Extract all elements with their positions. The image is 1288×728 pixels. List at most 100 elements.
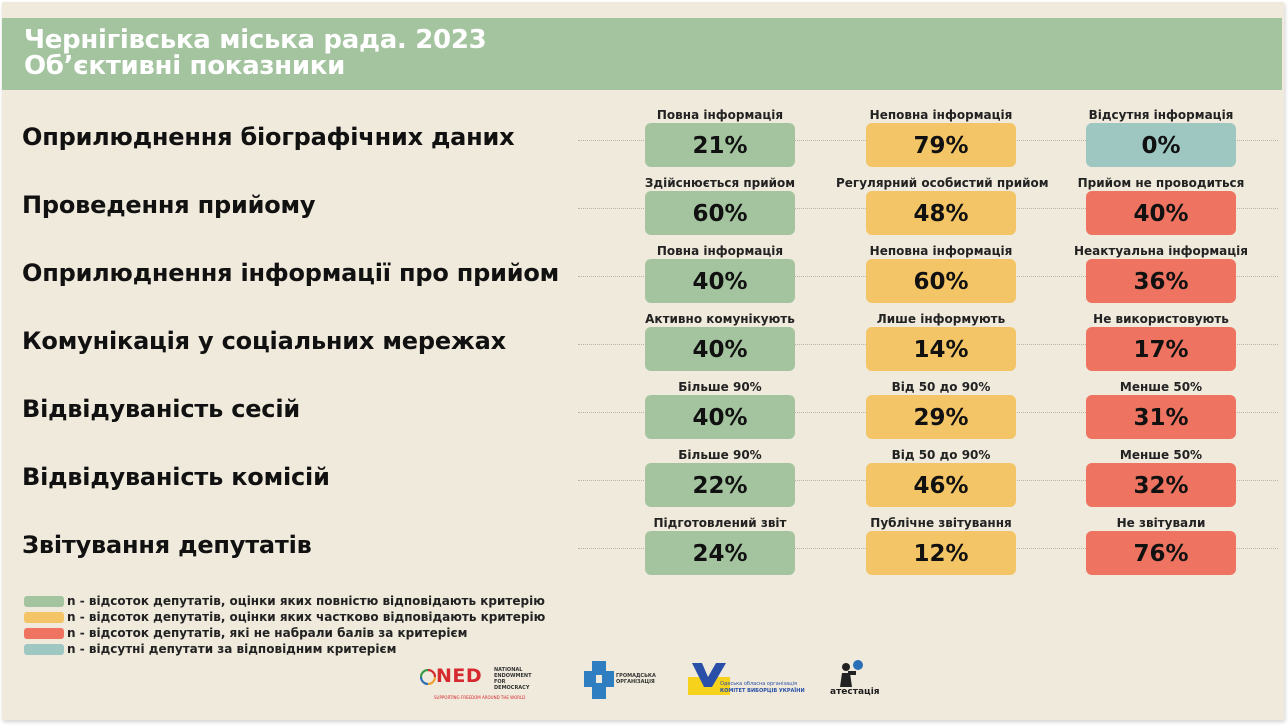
score-cell: Неактуальна інформація 36% <box>1074 243 1248 303</box>
percentage-pill: 46% <box>866 463 1016 507</box>
category-label: Не використовують <box>1093 312 1229 326</box>
legend-text: n - відсоток депутатів, оцінки яких част… <box>67 610 546 624</box>
criterion-label: Звітування депутатів <box>22 531 312 559</box>
score-cell: Повна інформація 40% <box>645 243 795 303</box>
score-cell: Менше 50% 31% <box>1086 379 1236 439</box>
score-cell: Більше 90% 40% <box>645 379 795 439</box>
score-cell: Підготовлений звіт 24% <box>645 515 795 575</box>
percentage-pill: 21% <box>645 123 795 167</box>
atestatsiia-name: атестація <box>830 687 880 697</box>
percentage-pill: 12% <box>866 531 1016 575</box>
score-cell: Публічне звітування 12% <box>866 515 1016 575</box>
score-cell: Від 50 до 90% 46% <box>866 447 1016 507</box>
criterion-row: Відвідуваність комісій Більше 90% 22% Від 5… <box>0 447 1288 507</box>
category-label: Менше 50% <box>1119 448 1203 462</box>
category-label: Повна інформація <box>656 108 784 122</box>
score-cell: Лише інформують 14% <box>866 311 1016 371</box>
category-label: Підготовлений звіт <box>653 516 787 530</box>
category-label: Прийом не проводиться <box>1077 176 1245 190</box>
category-label: Від 50 до 90% <box>891 448 991 462</box>
percentage-pill: 40% <box>1086 191 1236 235</box>
percentage-pill: 32% <box>1086 463 1236 507</box>
category-label: Від 50 до 90% <box>891 380 991 394</box>
category-label: Публічне звітування <box>870 516 1012 530</box>
category-label: Активно комунікують <box>645 312 795 326</box>
legend-text: n - відсоток депутатів, оцінки яких повн… <box>67 594 545 608</box>
percentage-pill: 14% <box>866 327 1016 371</box>
score-cell: Менше 50% 32% <box>1086 447 1236 507</box>
civic-org-name: ГРОМАДСЬКА ОРГАНІЗАЦІЯ <box>616 673 656 685</box>
percentage-pill: 24% <box>645 531 795 575</box>
page-title: Чернігівська міська рада. 2023 <box>24 25 487 55</box>
category-label: Регулярний особистий прийом <box>836 176 1049 190</box>
page-subtitle: Об’єктивні показники <box>24 51 346 81</box>
kvu-line1: Одеська обласна організація <box>720 681 798 687</box>
partner-logos: NED NATIONAL ENDOWMENT FOR DEMOCRACY SUP… <box>0 655 1288 715</box>
kvu-line2: КОМІТЕТ ВИБОРЦІВ УКРАЇНИ <box>720 688 805 694</box>
percentage-pill: 22% <box>645 463 795 507</box>
legend-swatch <box>24 612 64 623</box>
percentage-pill: 36% <box>1086 259 1236 303</box>
percentage-pill: 31% <box>1086 395 1236 439</box>
percentage-pill: 79% <box>866 123 1016 167</box>
criterion-row: Відвідуваність сесій Більше 90% 40% Від 50 … <box>0 379 1288 439</box>
score-cell: Неповна інформація 60% <box>866 243 1016 303</box>
category-label: Відсутня інформація <box>1088 108 1234 122</box>
category-label: Більше 90% <box>678 448 762 462</box>
percentage-pill: 76% <box>1086 531 1236 575</box>
criterion-label: Оприлюднення інформації про прийом <box>22 259 560 287</box>
score-cell: Повна інформація 21% <box>645 107 795 167</box>
cross-emblem-icon <box>584 661 614 699</box>
atestatsiia-logo: атестація <box>828 659 880 707</box>
criterion-row: Проведення прийому Здійснюється прийом 60%… <box>0 175 1288 235</box>
ned-tagline: SUPPORTING FREEDOM AROUND THE WORLD <box>434 695 526 700</box>
legend-swatch <box>24 644 64 655</box>
person-megaphone-icon <box>840 660 863 687</box>
header-banner: Чернігівська міська рада. 2023 Об’єктивн… <box>2 18 1282 90</box>
legend-text: n - відсоток депутатів, які не набрали б… <box>67 626 468 640</box>
criterion-label: Оприлюднення біографічних даних <box>22 123 515 151</box>
ned-mark: NED <box>436 665 483 687</box>
category-label: Лише інформують <box>876 312 1006 326</box>
score-cell: Регулярний особистий прийом 48% <box>836 175 1049 235</box>
percentage-pill: 60% <box>645 191 795 235</box>
percentage-pill: 48% <box>866 191 1016 235</box>
kvu-logo: Одеська обласна організація КОМІТЕТ ВИБО… <box>688 661 805 705</box>
percentage-pill: 17% <box>1086 327 1236 371</box>
category-label: Неактуальна інформація <box>1073 244 1248 258</box>
criterion-row: Оприлюднення біографічних даних Повна інф… <box>0 107 1288 167</box>
category-label: Неповна інформація <box>869 244 1013 258</box>
legend-swatch <box>24 596 64 607</box>
score-cell: Відсутня інформація 0% <box>1086 107 1236 167</box>
percentage-pill: 0% <box>1086 123 1236 167</box>
ned-emblem-icon <box>420 669 436 685</box>
score-cell: Не звітували 76% <box>1086 515 1236 575</box>
criterion-row: Звітування депутатів Підготовлений звіт 24… <box>0 515 1288 575</box>
percentage-pill: 40% <box>645 395 795 439</box>
percentage-pill: 29% <box>866 395 1016 439</box>
criterion-row: Комунікація у соціальних мережах Активно … <box>0 311 1288 371</box>
score-cell: Неповна інформація 79% <box>866 107 1016 167</box>
score-cell: Більше 90% 22% <box>645 447 795 507</box>
score-cell: Активно комунікують 40% <box>645 311 795 371</box>
category-label: Не звітували <box>1116 516 1206 530</box>
category-label: Повна інформація <box>656 244 784 258</box>
score-cell: Від 50 до 90% 29% <box>866 379 1016 439</box>
criterion-label: Відвідуваність сесій <box>22 395 300 423</box>
ned-logo: NED NATIONAL ENDOWMENT FOR DEMOCRACY SUP… <box>420 665 540 707</box>
category-label: Здійснюється прийом <box>644 176 796 190</box>
criterion-label: Комунікація у соціальних мережах <box>22 327 506 355</box>
percentage-pill: 60% <box>866 259 1016 303</box>
category-label: Менше 50% <box>1119 380 1203 394</box>
category-label: Неповна інформація <box>869 108 1013 122</box>
legend-text: n - відсутні депутати за відповідним кри… <box>67 642 397 656</box>
score-cell: Здійснюється прийом 60% <box>645 175 795 235</box>
kvu-emblem-icon <box>688 663 730 695</box>
criterion-row: Оприлюднення інформації про прийом Повна … <box>0 243 1288 303</box>
score-cell: Не використовують 17% <box>1086 311 1236 371</box>
percentage-pill: 40% <box>645 259 795 303</box>
category-label: Більше 90% <box>678 380 762 394</box>
civic-org-logo: ГРОМАДСЬКА ОРГАНІЗАЦІЯ <box>584 661 656 705</box>
ned-name: NATIONAL ENDOWMENT FOR DEMOCRACY <box>494 667 532 691</box>
